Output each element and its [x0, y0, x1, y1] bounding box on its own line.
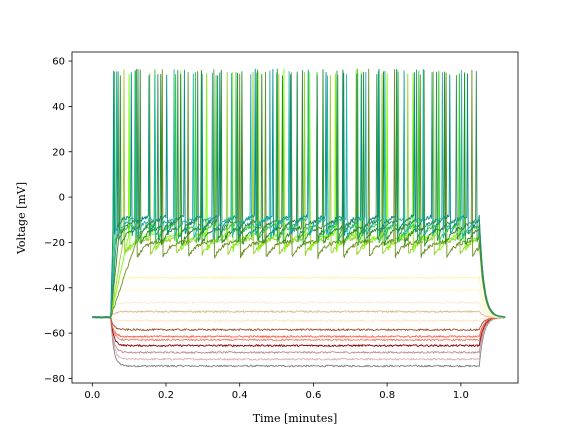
voltage-series-line-17 — [92, 69, 506, 319]
x-axis-label: Time [minutes] — [253, 412, 338, 425]
x-tick-label: 1.0 — [453, 390, 469, 401]
y-tick-label: −20 — [44, 238, 65, 249]
voltage-series-line-12 — [92, 276, 506, 319]
voltage-series-line-3 — [92, 316, 506, 354]
plot-area — [91, 68, 506, 368]
y-axis-ticks: −80 −60 −40 −20 0 20 40 60 — [44, 57, 72, 385]
y-tick-label: 40 — [52, 102, 65, 113]
y-tick-label: 60 — [52, 57, 65, 68]
x-tick-label: 0.8 — [379, 390, 395, 401]
x-tick-label: 0.4 — [232, 390, 248, 401]
x-tick-label: 0.0 — [84, 390, 100, 401]
voltage-series-line-8 — [92, 316, 506, 323]
voltage-series-line-4 — [92, 316, 506, 347]
y-tick-label: −40 — [44, 283, 65, 294]
x-tick-label: 0.6 — [305, 390, 321, 401]
y-tick-label: 0 — [59, 193, 65, 204]
voltage-series-line-7 — [92, 316, 506, 332]
voltage-series-line-10 — [91, 301, 506, 319]
y-tick-label: 20 — [52, 147, 65, 158]
voltage-series-line-15 — [92, 68, 506, 319]
voltage-series-line-2 — [91, 316, 506, 361]
y-tick-label: −60 — [44, 329, 65, 340]
voltage-series-line-18 — [92, 68, 506, 319]
voltage-series-line-19 — [92, 68, 506, 319]
y-tick-label: −80 — [44, 374, 65, 385]
voltage-series-line-6 — [92, 316, 506, 338]
axes-frame — [71, 51, 519, 384]
voltage-series-line-20 — [91, 68, 506, 319]
y-axis-label: Voltage [mV] — [15, 182, 28, 255]
x-axis-ticks: 0.0 0.2 0.4 0.6 0.8 1.0 — [84, 383, 469, 401]
voltage-series-line-5 — [92, 316, 506, 342]
voltage-series-line-1 — [92, 316, 506, 368]
voltage-series-line-16 — [92, 68, 506, 319]
x-tick-label: 0.2 — [158, 390, 174, 401]
voltage-series-line-11 — [92, 288, 506, 319]
voltage-series-line-9 — [92, 310, 506, 319]
